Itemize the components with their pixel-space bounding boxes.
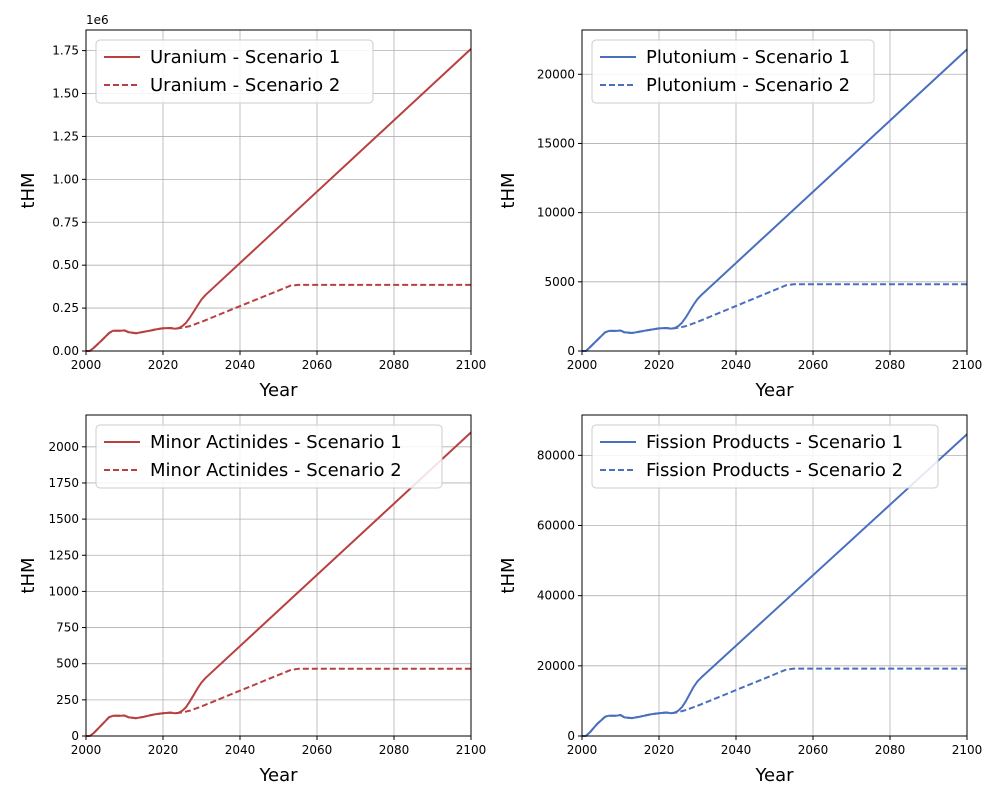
- x-tick-label: 2100: [952, 358, 983, 372]
- y-axis-label: tHM: [498, 172, 519, 208]
- x-tick-label: 2060: [302, 358, 333, 372]
- x-tick-label: 2100: [952, 743, 983, 757]
- axes-frame: [85, 414, 472, 737]
- x-tick-label: 2080: [379, 358, 410, 372]
- legend: Uranium - Scenario 1 Uranium - Scenario 2: [95, 39, 374, 104]
- legend-label: Uranium - Scenario 1: [150, 47, 340, 68]
- y-offset-text: 1e6: [86, 13, 109, 27]
- x-tick-label: 2100: [456, 358, 487, 372]
- y-tick-label: 60000: [537, 519, 575, 533]
- axes-frame: [581, 29, 968, 352]
- y-axis-label: tHM: [18, 172, 39, 208]
- x-tick-label: 2040: [225, 358, 256, 372]
- y-tick-label: 750: [56, 621, 79, 635]
- x-tick-label: 2020: [148, 358, 179, 372]
- y-tick-label: 15000: [537, 136, 575, 150]
- y-tick-label: 1.25: [52, 129, 79, 143]
- x-tick-label: 2100: [456, 743, 487, 757]
- y-tick-label: 10000: [537, 206, 575, 220]
- y-tick-label: 0: [71, 729, 79, 743]
- series-line-1: [86, 283, 471, 352]
- y-tick-label: 250: [56, 693, 79, 707]
- legend: Plutonium - Scenario 1 Plutonium - Scenar…: [591, 39, 875, 104]
- y-tick-label: 0.75: [52, 215, 79, 229]
- y-tick-label: 5000: [544, 275, 575, 289]
- legend-label: Fission Products - Scenario 2: [646, 460, 903, 481]
- legend-box: [591, 39, 875, 104]
- legend-label: Fission Products - Scenario 1: [646, 432, 903, 453]
- x-axis-label: Year: [754, 380, 794, 401]
- axes-frame: [581, 414, 968, 737]
- x-tick-label: 2000: [567, 743, 598, 757]
- y-tick-label: 20000: [537, 659, 575, 673]
- y-tick-label: 80000: [537, 448, 575, 462]
- x-tick-label: 2000: [567, 358, 598, 372]
- y-tick-label: 0: [567, 344, 575, 358]
- y-tick-label: 1750: [48, 476, 79, 490]
- y-tick-label: 0.50: [52, 258, 79, 272]
- y-tick-label: 2000: [48, 440, 79, 454]
- legend-box: [591, 424, 939, 489]
- legend-label: Uranium - Scenario 2: [150, 75, 340, 96]
- legend-label: Minor Actinides - Scenario 1: [150, 432, 402, 453]
- chart-panel-3: 2000 2020 2040 2060 2080 2100 0 20000 40000 60000…: [498, 414, 983, 786]
- chart-panel-0: 2000 2020 2040 2060 2080 2100 0.00 0.25 0.50 0.75…: [18, 13, 486, 401]
- chart-panel-1: 2000 2020 2040 2060 2080 2100 0 5000 10000 15000 2…: [498, 29, 983, 401]
- legend: Fission Products - Scenario 1 Fission Pro…: [591, 424, 939, 489]
- y-tick-label: 0.25: [52, 301, 79, 315]
- y-tick-label: 1.50: [52, 87, 79, 101]
- x-axis-label: Year: [754, 765, 794, 786]
- x-tick-label: 2060: [302, 743, 333, 757]
- y-tick-label: 1000: [48, 584, 79, 598]
- legend-label: Plutonium - Scenario 2: [646, 75, 850, 96]
- y-tick-label: 1250: [48, 548, 79, 562]
- series-line-1: [86, 667, 471, 737]
- y-tick-label: 20000: [537, 67, 575, 81]
- legend-box: [95, 39, 374, 104]
- x-tick-label: 2080: [875, 358, 906, 372]
- chart-panel-2: 2000 2020 2040 2060 2080 2100 0 250 500 750 1000 12…: [18, 414, 487, 786]
- y-tick-label: 1.00: [52, 172, 79, 186]
- x-tick-label: 2040: [721, 743, 752, 757]
- y-tick-label: 1500: [48, 512, 79, 526]
- legend-label: Plutonium - Scenario 1: [646, 47, 850, 68]
- x-tick-label: 2060: [798, 358, 829, 372]
- y-tick-label: 1.75: [52, 44, 79, 58]
- y-axis-label: tHM: [18, 557, 39, 593]
- y-tick-label: 500: [56, 657, 79, 671]
- series-line-1: [582, 667, 967, 737]
- x-axis-label: Year: [258, 380, 298, 401]
- legend: Minor Actinides - Scenario 1 Minor Actini…: [95, 424, 443, 489]
- axes-frame: [85, 29, 472, 352]
- y-axis-label: tHM: [498, 557, 519, 593]
- x-tick-label: 2020: [644, 743, 675, 757]
- x-tick-label: 2080: [379, 743, 410, 757]
- y-tick-label: 0: [567, 729, 575, 743]
- x-tick-label: 2020: [148, 743, 179, 757]
- x-tick-label: 2040: [721, 358, 752, 372]
- x-axis-label: Year: [258, 765, 298, 786]
- x-tick-label: 2000: [71, 743, 102, 757]
- x-tick-label: 2080: [875, 743, 906, 757]
- y-tick-label: 40000: [537, 589, 575, 603]
- x-tick-label: 2060: [798, 743, 829, 757]
- legend-label: Minor Actinides - Scenario 2: [150, 460, 402, 481]
- x-tick-label: 2020: [644, 358, 675, 372]
- x-tick-label: 2000: [71, 358, 102, 372]
- y-tick-label: 0.00: [52, 344, 79, 358]
- series-line-1: [582, 283, 967, 352]
- legend-box: [95, 424, 443, 489]
- x-tick-label: 2040: [225, 743, 256, 757]
